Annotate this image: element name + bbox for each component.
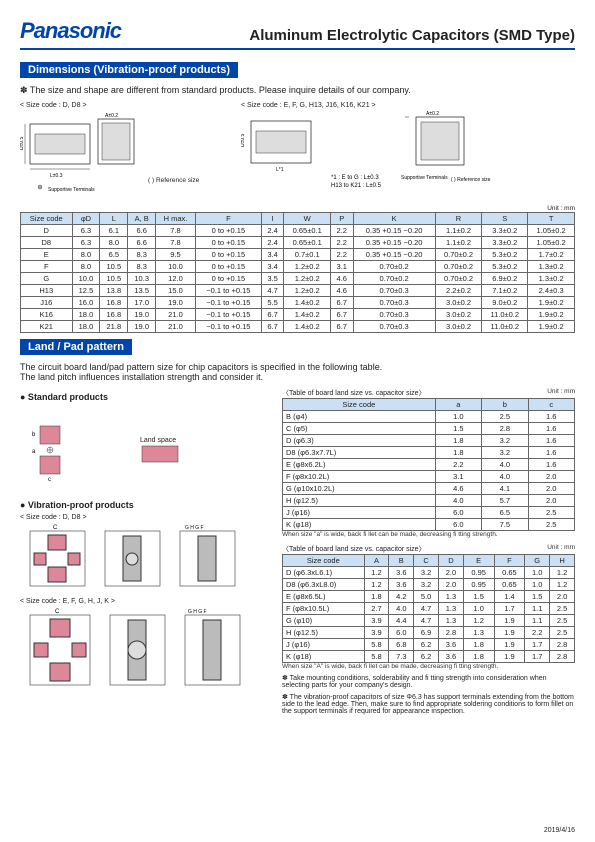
svg-text:D±0.5: D±0.5 bbox=[241, 133, 246, 147]
land-space-label: Land space bbox=[140, 437, 180, 444]
ref-size-1: ( ) Reference size bbox=[148, 177, 199, 184]
lt1-cap: 〈Table of board land size vs. capacitor … bbox=[282, 388, 426, 398]
land-table-1: Size codeabcB (φ4)1.02.51.6C (φ5)1.52.81… bbox=[282, 398, 575, 531]
size-label-2: < Size code : E, F, G, H13, J16, K16, K2… bbox=[241, 102, 575, 109]
svg-text:D±0.5: D±0.5 bbox=[20, 136, 25, 150]
svg-text:C: C bbox=[53, 525, 58, 531]
lt2-unit: Unit : mm bbox=[547, 544, 575, 554]
svg-text:C: C bbox=[55, 609, 60, 615]
vib-label: ● Vibration-proof products bbox=[20, 500, 270, 510]
svg-text:c: c bbox=[48, 477, 51, 483]
land-table-2: Size codeABCDEFGHD (φ6.3xL6.1)1.23.63.22… bbox=[282, 554, 575, 663]
lt2-foot: When size "A" is wide, back fi llet can … bbox=[282, 663, 575, 670]
diagram-vib-dd8: C G H G F bbox=[20, 521, 260, 596]
diagram-vib-efg: C G H G F bbox=[20, 605, 260, 695]
svg-text:L*1: L*1 bbox=[276, 167, 284, 173]
svg-text:b: b bbox=[32, 432, 36, 438]
lt1-foot: When size "a" is wide, back fi llet can … bbox=[282, 531, 575, 538]
lt2-cap: 〈Table of board land size vs. capacitor … bbox=[282, 544, 426, 554]
svg-text:a: a bbox=[32, 449, 36, 455]
lt1-unit: Unit : mm bbox=[547, 388, 575, 398]
svg-text:A±0.2: A±0.2 bbox=[426, 111, 439, 117]
note-1: ✽ Take mounting conditions, solderabilit… bbox=[282, 674, 575, 689]
svg-text:( ) Reference size: ( ) Reference size bbox=[451, 177, 491, 183]
land-intro: The circuit board land/pad pattern size … bbox=[20, 362, 575, 382]
size-label-1: < Size code : D, D8 > bbox=[20, 102, 140, 109]
footer-date: 2019/4/16 bbox=[544, 827, 575, 834]
logo: Panasonic bbox=[20, 18, 121, 44]
svg-text:Supportive Terminals: Supportive Terminals bbox=[48, 187, 95, 193]
diagram-dd8: D±0.5 L±0.3 A±0.2 Supportive Terminals bbox=[20, 109, 140, 199]
page-title: Aluminum Electrolytic Capacitors (SMD Ty… bbox=[249, 27, 575, 44]
svg-text:G H G F: G H G F bbox=[185, 525, 204, 531]
note-2: ✽ The vibration-proof capacitors of size… bbox=[282, 693, 575, 715]
svg-text:*1 : E to G : L±0.3: *1 : E to G : L±0.3 bbox=[331, 175, 379, 181]
svg-text:H13 to K21 : L±0.5: H13 to K21 : L±0.5 bbox=[331, 183, 382, 189]
svg-text:Supportive Terminals: Supportive Terminals bbox=[401, 175, 448, 181]
diagram-efg: D±0.5 L*1 *1 : E to G : L±0.3 H13 to K21… bbox=[241, 109, 501, 199]
land-space-icon bbox=[140, 444, 180, 464]
section-land: Land / Pad pattern bbox=[20, 339, 132, 355]
section-dimensions: Dimensions (Vibration-proof products) bbox=[20, 62, 238, 78]
dimensions-table: Size codeφDLA, BH max.FIWPKRSTD6.36.16.6… bbox=[20, 212, 575, 333]
unit-1: Unit : mm bbox=[20, 205, 575, 212]
std-label: ● Standard products bbox=[20, 392, 270, 402]
svg-text:A±0.2: A±0.2 bbox=[105, 113, 118, 119]
svg-text:G H G F: G H G F bbox=[188, 609, 207, 615]
siz1-label: < Size code : D, D8 > bbox=[20, 514, 270, 521]
siz2-label: < Size code : E, F, G, H, J, K > bbox=[20, 598, 270, 605]
dim-note: ✽ The size and shape are different from … bbox=[20, 85, 575, 96]
diagram-std: b a c bbox=[20, 406, 130, 496]
svg-text:L±0.3: L±0.3 bbox=[50, 173, 63, 179]
